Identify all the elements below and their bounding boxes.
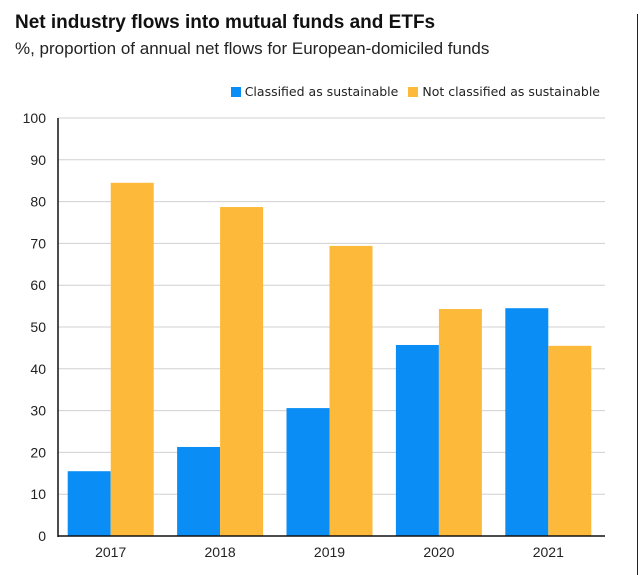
chart-title: Net industry flows into mutual funds and… <box>15 12 436 33</box>
bar-sustainable-2018 <box>177 446 221 536</box>
y-tick-label: 80 <box>30 194 46 210</box>
border-line <box>637 14 638 575</box>
bar-sustainable-2017 <box>67 471 111 536</box>
x-tick-label: 2019 <box>314 544 345 560</box>
y-tick-label: 60 <box>30 277 46 293</box>
legend-label-not-sustainable: Not classified as sustainable <box>422 84 600 99</box>
legend-label-sustainable: Classified as sustainable <box>244 84 399 99</box>
y-tick-label: 0 <box>38 528 46 544</box>
bar-sustainable-2021 <box>505 308 549 536</box>
y-tick-label: 50 <box>30 319 46 335</box>
x-tick-label: 2021 <box>533 544 564 560</box>
legend-item-sustainable: Classified as sustainable <box>230 84 399 99</box>
x-tick-label: 2018 <box>205 544 236 560</box>
y-tick-label: 10 <box>30 486 46 502</box>
bar-not-sustainable-2021 <box>548 345 592 536</box>
y-tick-label: 100 <box>23 110 47 126</box>
chart-subtitle: %, proportion of annual net flows for Eu… <box>15 39 490 58</box>
x-tick-label: 2020 <box>423 544 454 560</box>
legend: Classified as sustainable Not classified… <box>221 84 600 99</box>
y-tick-label: 20 <box>30 444 46 460</box>
bar-sustainable-2019 <box>286 408 330 536</box>
legend-swatch-sustainable <box>230 86 241 97</box>
y-tick-label: 90 <box>30 152 46 168</box>
bar-not-sustainable-2019 <box>329 245 373 536</box>
legend-swatch-not-sustainable <box>408 86 419 97</box>
bar-sustainable-2020 <box>395 344 439 536</box>
y-tick-label: 30 <box>30 403 46 419</box>
bar-not-sustainable-2020 <box>438 309 482 536</box>
x-tick-label: 2017 <box>95 544 126 560</box>
bar-not-sustainable-2017 <box>110 182 154 537</box>
bar-not-sustainable-2018 <box>220 207 264 536</box>
y-tick-label: 70 <box>30 235 46 251</box>
legend-item-not-sustainable: Not classified as sustainable <box>408 84 600 99</box>
y-tick-label: 40 <box>30 361 46 377</box>
